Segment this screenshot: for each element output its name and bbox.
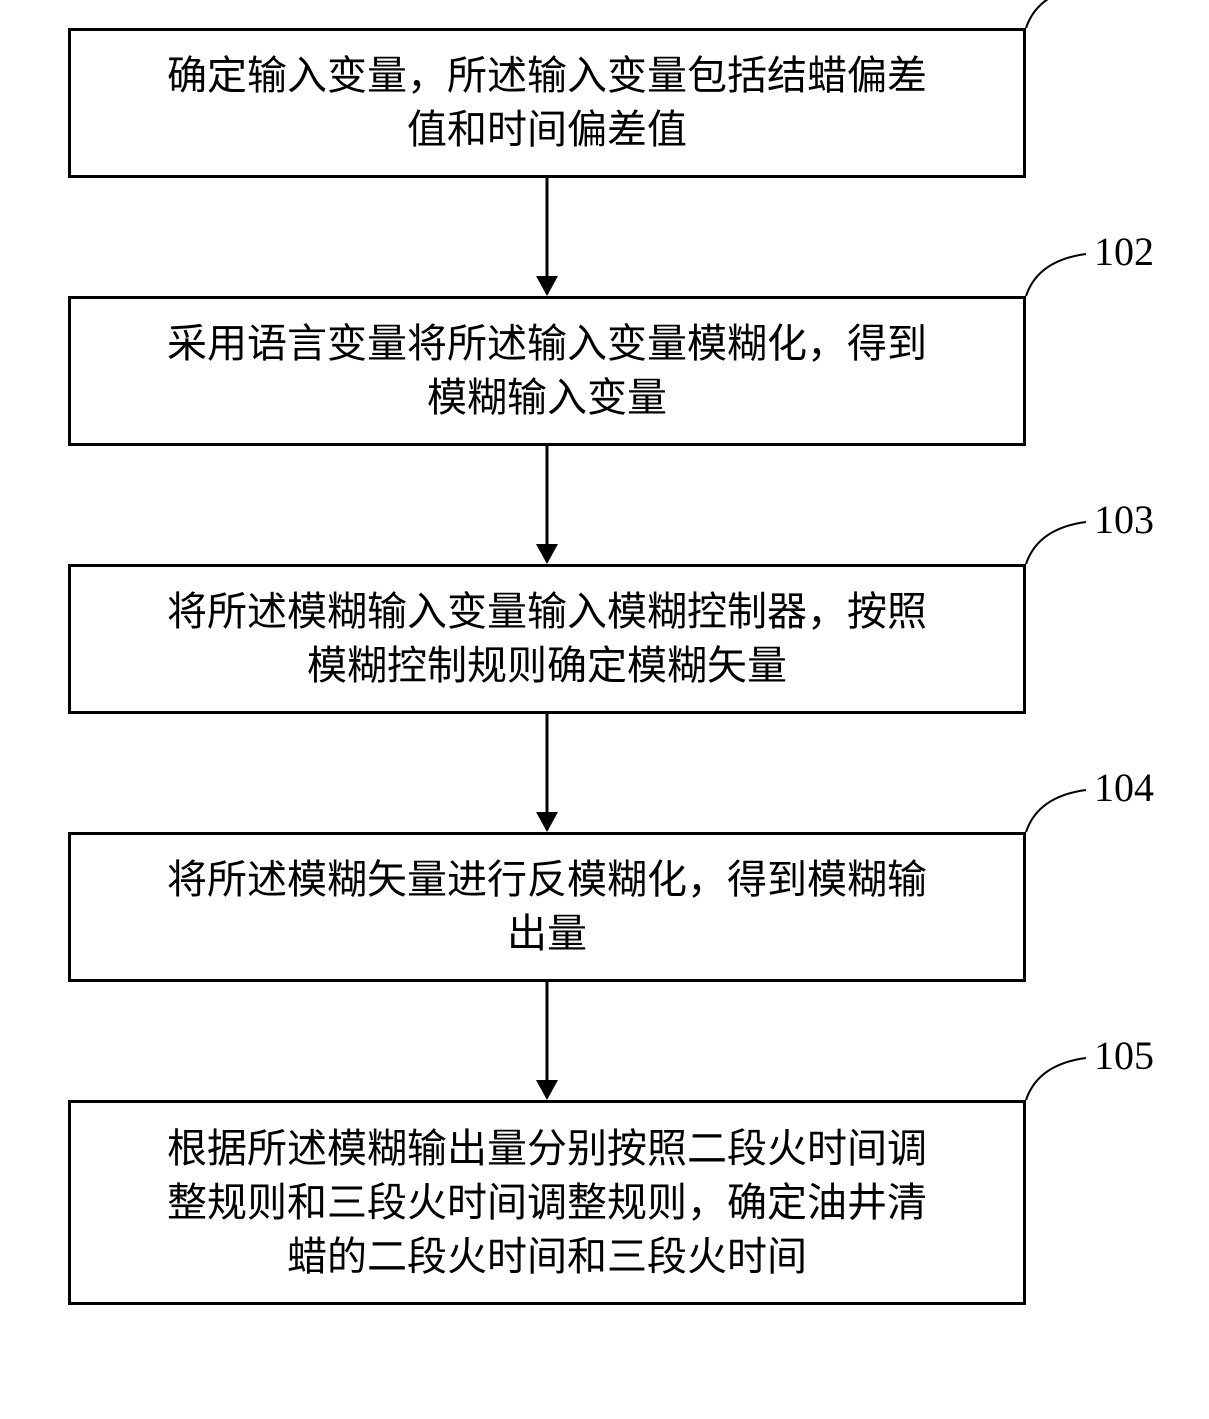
- flowchart-canvas: 确定输入变量，所述输入变量包括结蜡偏差 值和时间偏差值101采用语言变量将所述输…: [0, 0, 1209, 1419]
- flow-arrow: [0, 0, 1209, 1419]
